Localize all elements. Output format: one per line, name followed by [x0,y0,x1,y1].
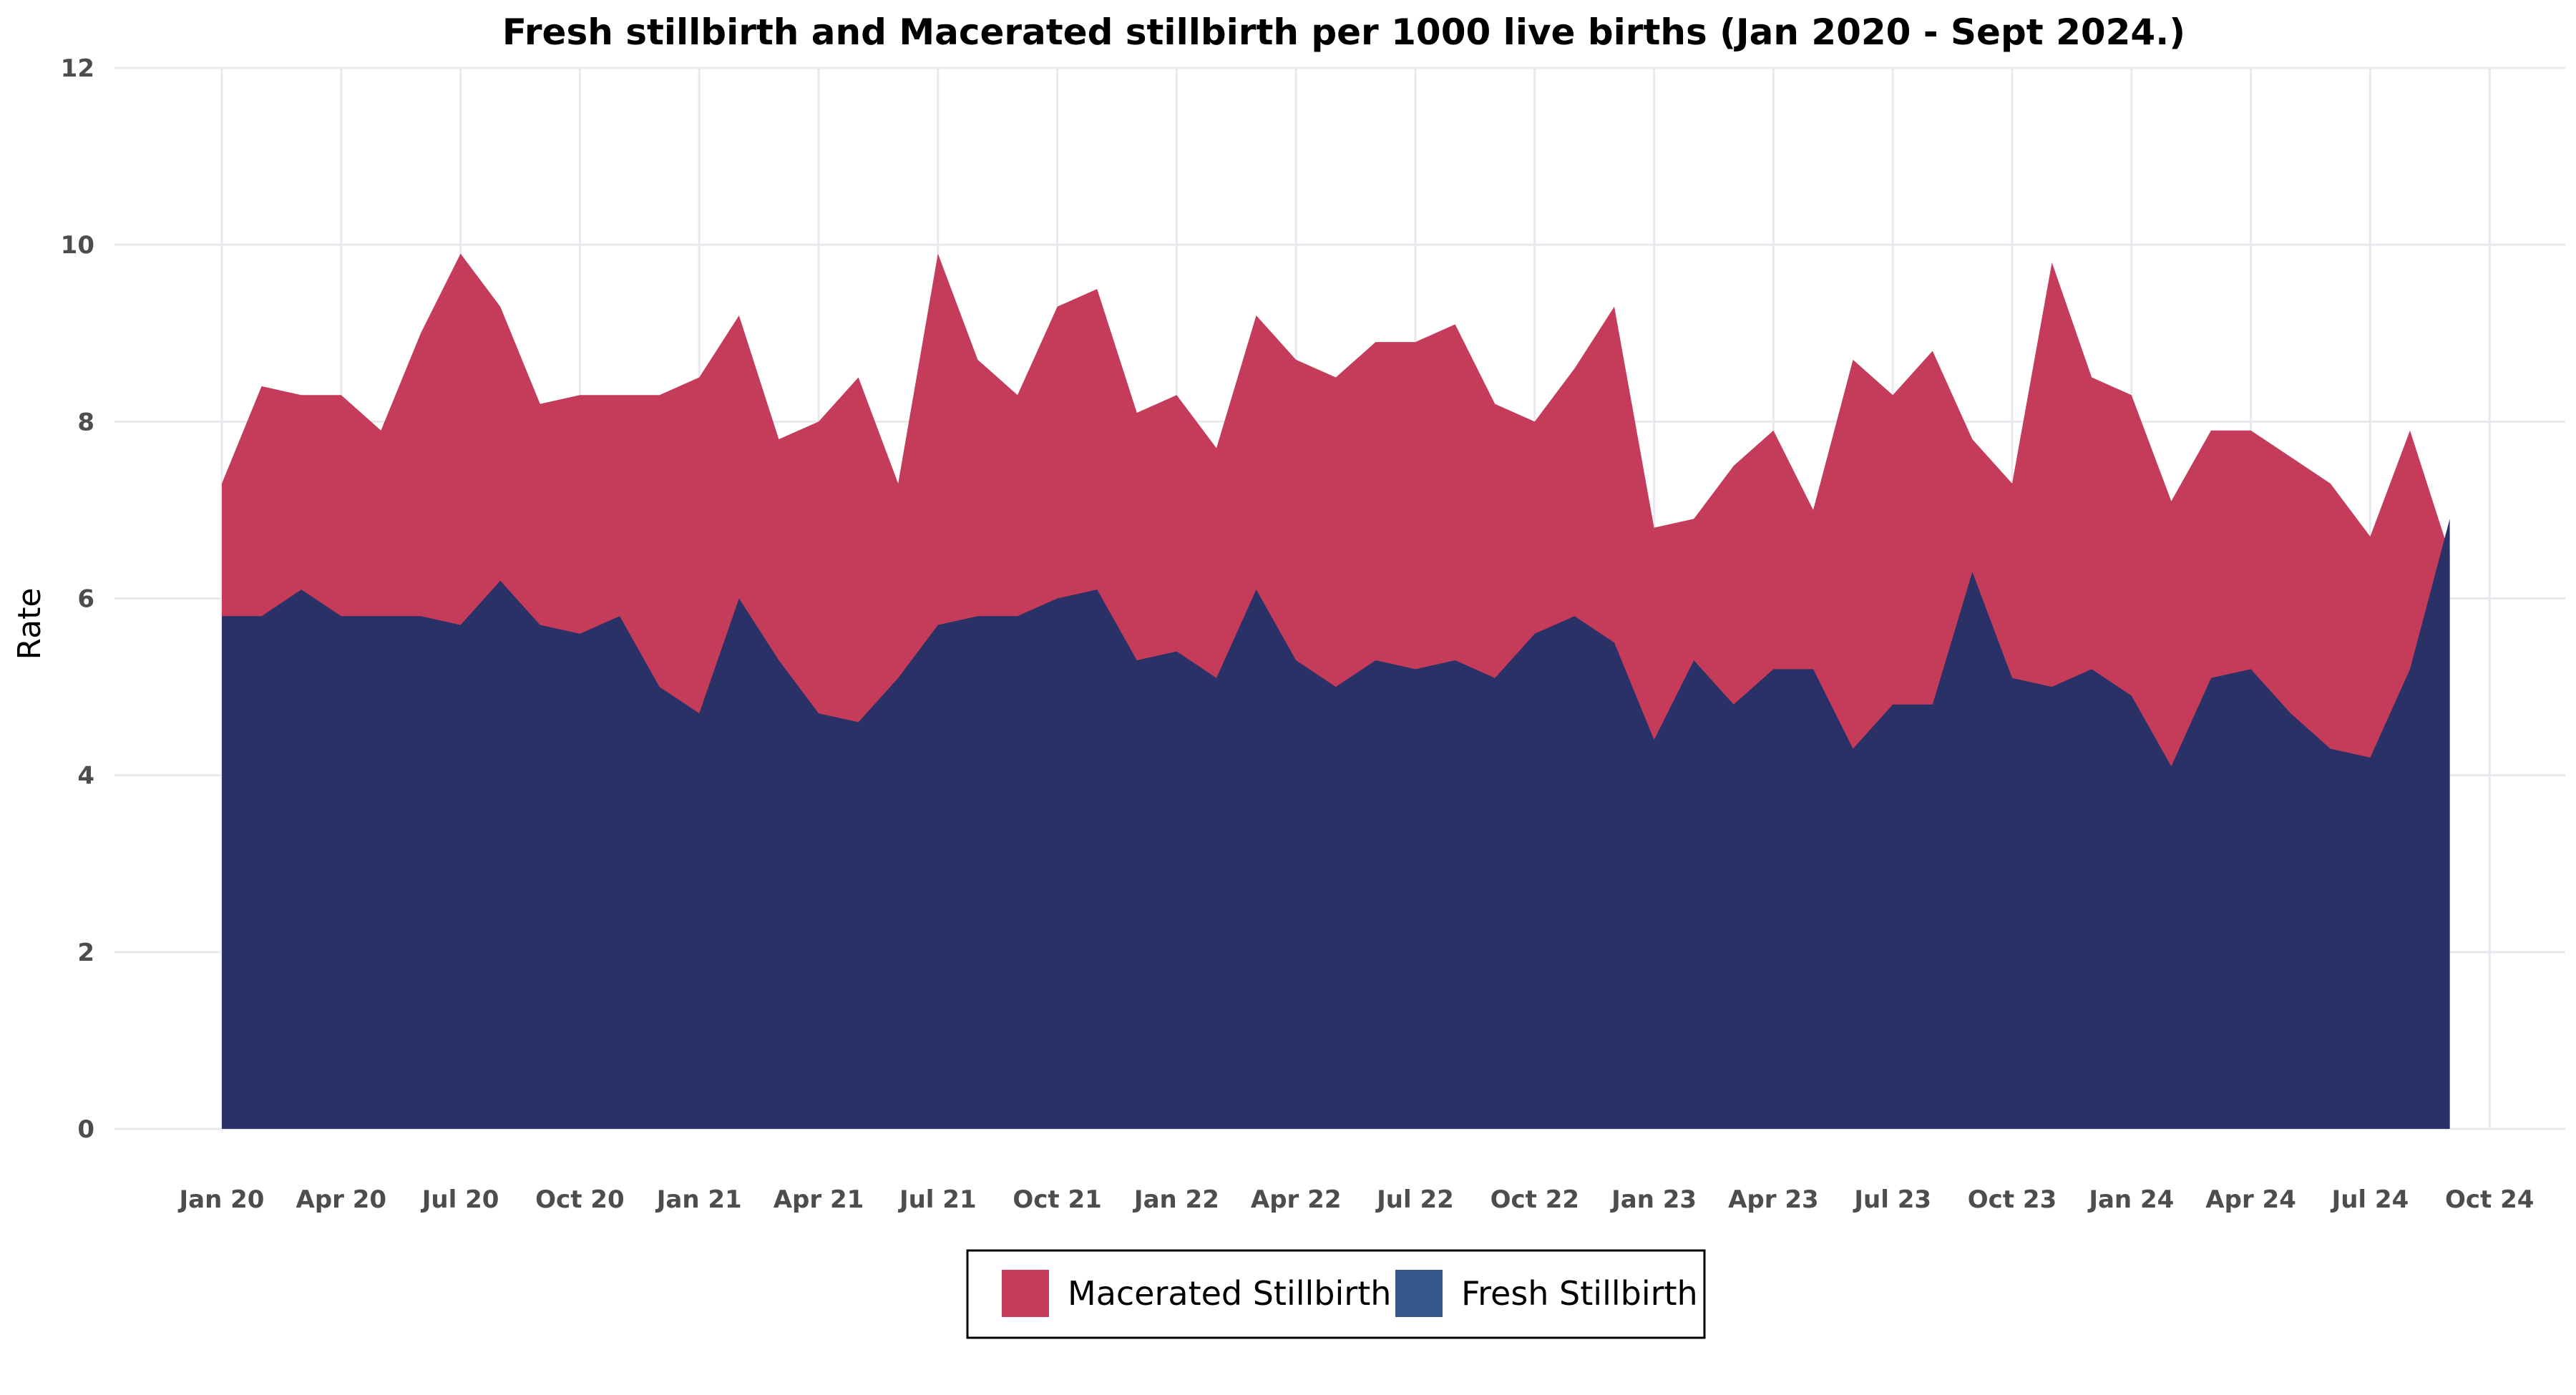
x-tick-label: Jan 22 [1133,1185,1219,1214]
legend: Macerated Stillbirth Fresh Stillbirth [966,1249,1706,1339]
x-tick-label: Jul 20 [421,1185,499,1214]
y-tick-label: 12 [61,54,94,83]
x-tick-label: Jan 23 [1610,1185,1697,1214]
y-tick-label: 4 [77,762,94,790]
legend-label-fresh: Fresh Stillbirth [1461,1274,1698,1313]
y-tick-label: 6 [77,585,94,614]
legend-swatch-macerated [1002,1270,1049,1317]
chart-title: Fresh stillbirth and Macerated stillbirt… [502,11,2185,53]
x-tick-label: Apr 20 [296,1185,387,1214]
x-tick-label: Oct 23 [1968,1185,2057,1214]
y-axis-title: Rate [11,588,48,660]
x-tick-label: Jul 21 [898,1185,977,1214]
x-tick-label: Jan 21 [655,1185,742,1214]
x-tick-label: Jul 22 [1375,1185,1454,1214]
x-tick-label: Jul 24 [2331,1185,2409,1214]
y-tick-label: 10 [61,231,94,260]
area-fresh-stillbirth [222,519,2450,1129]
x-tick-label: Jul 23 [1853,1185,1931,1214]
y-tick-label: 2 [77,939,94,967]
y-tick-label: 0 [77,1115,94,1144]
x-tick-label: Oct 20 [535,1185,624,1214]
x-tick-label: Apr 21 [774,1185,864,1214]
x-tick-label: Oct 24 [2445,1185,2534,1214]
y-tick-label: 8 [77,408,94,436]
x-tick-label: Apr 22 [1251,1185,1342,1214]
legend-label-macerated: Macerated Stillbirth [1068,1274,1391,1313]
x-axis-ticks: Jan 20 Apr 20 Jul 20 Oct 20 Jan 21 Apr 21 Jul … [178,1185,2534,1214]
x-tick-label: Apr 24 [2205,1185,2296,1214]
x-tick-label: Jan 20 [178,1185,265,1214]
legend-swatch-fresh [1395,1270,1443,1317]
x-tick-label: Apr 23 [1728,1185,1819,1214]
x-tick-label: Oct 21 [1013,1185,1101,1214]
area-layer [222,253,2450,1129]
y-axis-ticks: 0 2 4 6 8 10 12 [61,54,94,1144]
x-tick-label: Jan 24 [2087,1185,2174,1214]
x-tick-label: Oct 22 [1491,1185,1579,1214]
legend-box [966,1249,1706,1339]
